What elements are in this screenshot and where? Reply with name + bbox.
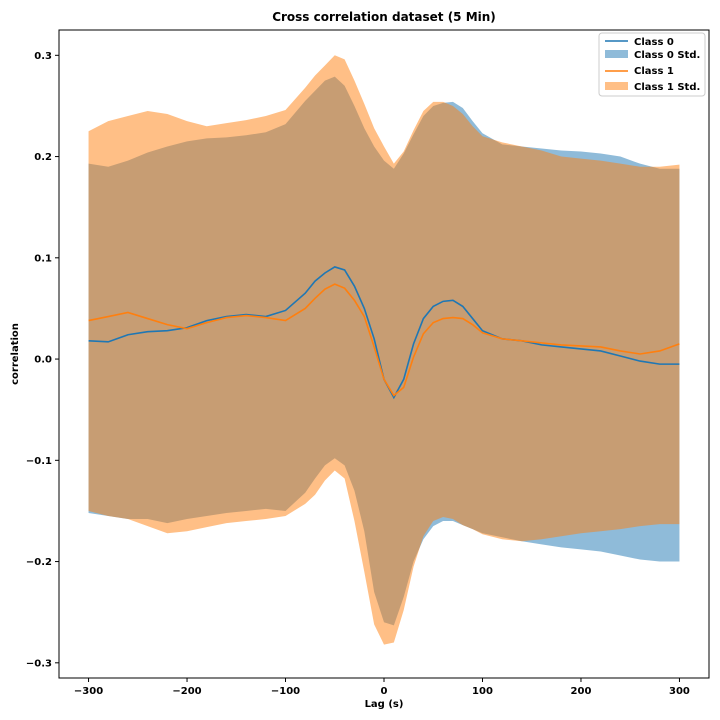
- y-tick-label: −0.2: [26, 557, 52, 568]
- y-axis-ticks: −0.3 −0.2 −0.1 0.0 0.1 0.2 0.3: [26, 51, 59, 669]
- legend-swatch-class-0-std: [605, 50, 628, 58]
- mean-lines: [88, 266, 680, 400]
- legend-box: [598, 32, 706, 97]
- y-tick-label: 0.3: [34, 51, 52, 62]
- chart-title: Cross correlation dataset (5 Min): [272, 10, 496, 24]
- legend: Class 0 Class 0 Std. Class 1 Class 1 Std…: [598, 32, 706, 97]
- y-tick-label: −0.1: [26, 456, 52, 467]
- legend-label-class-0-std: Class 0 Std.: [634, 50, 700, 61]
- x-tick-label: −300: [74, 686, 103, 697]
- y-tick-label: −0.3: [26, 658, 52, 669]
- x-tick-label: 200: [571, 686, 592, 697]
- std-bands: [88, 55, 680, 645]
- legend-label-class-1-std: Class 1 Std.: [634, 82, 700, 93]
- y-tick-label: 0.0: [34, 355, 52, 366]
- x-axis-ticks: −300 −200 −100 0 100 200 300: [74, 678, 690, 697]
- x-tick-label: 300: [669, 686, 690, 697]
- x-tick-label: 0: [381, 686, 388, 697]
- legend-label-class-0: Class 0: [634, 37, 674, 48]
- y-tick-label: 0.2: [34, 152, 52, 163]
- legend-swatch-class-1-std: [605, 82, 628, 90]
- y-axis-label: correlation: [10, 323, 21, 385]
- x-tick-label: −200: [172, 686, 201, 697]
- x-tick-label: 100: [472, 686, 493, 697]
- y-tick-label: 0.1: [34, 253, 52, 264]
- x-axis-label: Lag (s): [365, 699, 404, 710]
- class-1-mean-line: [88, 283, 680, 397]
- legend-label-class-1: Class 1: [634, 66, 674, 77]
- class-1-std-band: [88, 55, 680, 645]
- x-tick-label: −100: [271, 686, 300, 697]
